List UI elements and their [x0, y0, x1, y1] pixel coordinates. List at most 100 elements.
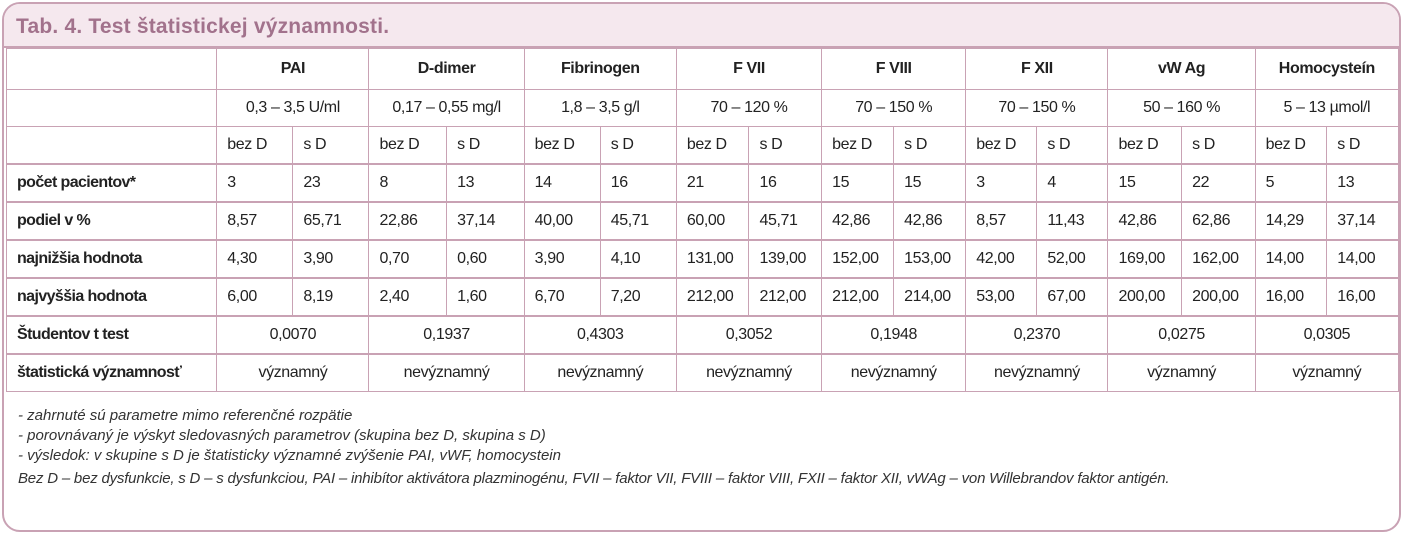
value-cell: 8,19: [292, 277, 370, 317]
reference-range: 70 – 120 %: [675, 89, 823, 127]
value-cell: 42,86: [821, 201, 895, 241]
value-cell: 7,20: [599, 277, 677, 317]
value-cell: 5: [1254, 163, 1328, 203]
group-label: s D: [1181, 126, 1256, 165]
significance-cell: nevýznamný: [523, 353, 677, 392]
note-line: - výsledok: v skupine s D je štatisticky…: [18, 447, 561, 464]
table-row: počet pacientov* 3 23 8 13 14 16 21 16 15 15 3 4 15 22…: [5, 163, 1399, 203]
value-cell: 0,60: [446, 239, 525, 279]
empty-cell: [5, 89, 218, 127]
title: Tab. 4. Test štatistickej významnosti.: [4, 4, 1399, 48]
parameter-header: F XII: [965, 48, 1109, 90]
value-cell: 16,00: [1254, 277, 1328, 317]
reference-range: 5 – 13 µmol/l: [1254, 89, 1399, 127]
group-label: bez D: [821, 126, 895, 165]
group-label: bez D: [1107, 126, 1183, 165]
value-cell: 16,00: [1326, 277, 1399, 317]
value-cell: 22: [1181, 163, 1256, 203]
footnote: Bez D – bez dysfunkcie, s D – s dysfunkc…: [18, 470, 1170, 487]
value-cell: 14: [523, 163, 601, 203]
value-cell: 23: [292, 163, 370, 203]
table-row: najvyššia hodnota 6,00 8,19 2,40 1,60 6,70 7,2…: [5, 277, 1399, 317]
parameter-header: Fibrinogen: [523, 48, 677, 90]
group-label: bez D: [965, 126, 1038, 165]
table-row: najnižšia hodnota 4,30 3,90 0,70 0,60 3,90 4,1…: [5, 239, 1399, 279]
value-cell: 8,57: [965, 201, 1038, 241]
row-label: najvyššia hodnota: [5, 277, 218, 317]
value-cell: 1,60: [446, 277, 525, 317]
value-cell: 4,30: [216, 239, 294, 279]
parameter-header: Homocysteín: [1254, 48, 1399, 90]
significance-cell: významný: [216, 353, 370, 392]
t_test-cell: 0,1948: [821, 315, 967, 355]
value-cell: 37,14: [1326, 201, 1399, 241]
value-cell: 2,40: [368, 277, 448, 317]
table-row: 0,3 – 3,5 U/ml 0,17 – 0,55 mg/l 1,8 – 3,5 …: [5, 89, 1399, 127]
value-cell: 131,00: [675, 239, 750, 279]
t_test-cell: 0,0070: [216, 315, 370, 355]
empty-cell: [5, 126, 218, 165]
group-label: s D: [893, 126, 967, 165]
significance-cell: nevýznamný: [965, 353, 1109, 392]
value-cell: 153,00: [893, 239, 967, 279]
value-cell: 4,10: [599, 239, 677, 279]
reference-range: 70 – 150 %: [965, 89, 1109, 127]
group-label: s D: [292, 126, 370, 165]
significance-cell: nevýznamný: [675, 353, 823, 392]
significance-cell: významný: [1107, 353, 1256, 392]
significance-cell: nevýznamný: [821, 353, 967, 392]
value-cell: 6,70: [523, 277, 601, 317]
t_test-cell: 0,0275: [1107, 315, 1256, 355]
value-cell: 3,90: [523, 239, 601, 279]
parameter-header: D-dimer: [368, 48, 525, 90]
significance-cell: nevýznamný: [368, 353, 525, 392]
value-cell: 4: [1036, 163, 1109, 203]
parameter-header: F VII: [675, 48, 823, 90]
value-cell: 169,00: [1107, 239, 1183, 279]
group-label: s D: [1036, 126, 1109, 165]
value-cell: 214,00: [893, 277, 967, 317]
value-cell: 15: [821, 163, 895, 203]
group-label: s D: [599, 126, 677, 165]
group-label: bez D: [216, 126, 294, 165]
value-cell: 200,00: [1181, 277, 1256, 317]
value-cell: 3,90: [292, 239, 370, 279]
value-cell: 200,00: [1107, 277, 1183, 317]
significance-cell: významný: [1254, 353, 1399, 392]
value-cell: 40,00: [523, 201, 601, 241]
row-label: podiel v %: [5, 201, 218, 241]
value-cell: 37,14: [446, 201, 525, 241]
parameter-header: F VIII: [821, 48, 967, 90]
row-label: Študentov t test: [5, 315, 218, 355]
table-row: Študentov t test 0,0070 0,1937 0,4303 0,3052…: [5, 315, 1399, 355]
value-cell: 21: [675, 163, 750, 203]
value-cell: 162,00: [1181, 239, 1256, 279]
value-cell: 14,00: [1254, 239, 1328, 279]
data-table: PAI D-dimer Fibrinogen F VII F VIII F XII vW A…: [5, 48, 1399, 392]
table-row: podiel v % 8,57 65,71 22,86 37,14 40,00 45,71 6…: [5, 201, 1399, 241]
group-label: s D: [1326, 126, 1399, 165]
group-label: bez D: [675, 126, 750, 165]
value-cell: 45,71: [748, 201, 823, 241]
value-cell: 3: [216, 163, 294, 203]
value-cell: 13: [1326, 163, 1399, 203]
value-cell: 15: [1107, 163, 1183, 203]
t_test-cell: 0,1937: [368, 315, 525, 355]
value-cell: 11,43: [1036, 201, 1109, 241]
value-cell: 52,00: [1036, 239, 1109, 279]
value-cell: 62,86: [1181, 201, 1256, 241]
note-line: - porovnávaný je výskyt sledovasných par…: [18, 427, 546, 444]
reference-range: 0,17 – 0,55 mg/l: [368, 89, 525, 127]
empty-cell: [5, 48, 218, 90]
value-cell: 212,00: [748, 277, 823, 317]
group-label: bez D: [1254, 126, 1328, 165]
value-cell: 152,00: [821, 239, 895, 279]
t_test-cell: 0,0305: [1254, 315, 1399, 355]
table-row: štatistická významnosť významný nevýznamný…: [5, 353, 1399, 392]
value-cell: 53,00: [965, 277, 1038, 317]
value-cell: 0,70: [368, 239, 448, 279]
